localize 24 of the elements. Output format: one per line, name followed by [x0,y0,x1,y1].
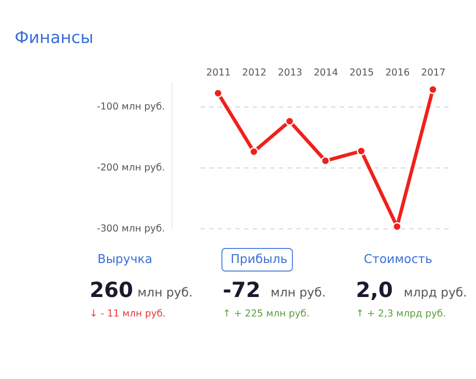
text: ↑ + 225 млн руб. [222,308,310,320]
y-tick-label: -100 млн руб. [96,102,165,113]
x-tick-label: 2015 [350,68,374,79]
category-label: Выручка [97,252,152,266]
text: -72 [222,278,260,302]
point [428,84,438,94]
x-tick-label: 2017 [421,68,446,79]
x-tick-label: 2014 [314,68,338,79]
text: Финансы [14,28,94,48]
x-tick-label: 2016 [385,68,410,79]
text: 2,0 [356,278,393,302]
y-tick-label: -200 млн руб. [96,162,165,174]
x-tick-label: 2012 [242,68,266,79]
text: ↓ - 11 млн руб. [90,308,166,320]
text: млн руб. [137,285,193,300]
text: млн руб. [270,285,326,300]
text: ↑ + 2,3 млрд руб. [356,308,446,320]
category-label: Стоимость [364,252,432,266]
x-tick-label: 2011 [206,68,231,79]
text: млрд руб. [404,285,468,300]
category-label: Прибыль [230,252,288,266]
x-tick-label: 2013 [278,68,302,79]
text: 260 [90,278,134,302]
y-tick-label: -300 млн руб. [96,223,165,234]
